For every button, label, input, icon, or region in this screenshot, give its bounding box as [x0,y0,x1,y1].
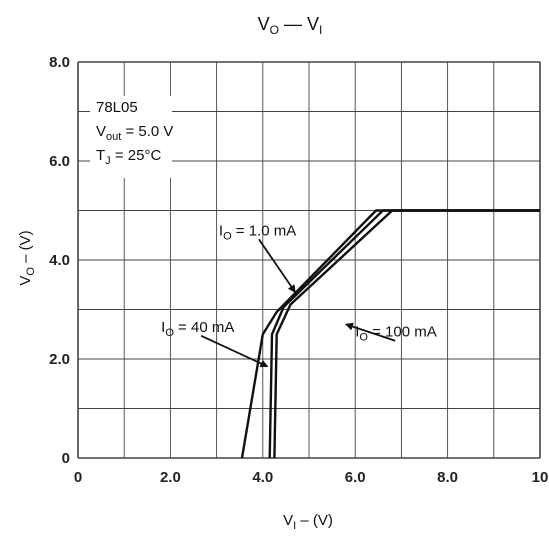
series-layer [240,209,540,459]
conditions-legend: 78L05 Vout = 5.0 V TJ = 25°C [90,96,173,178]
y-axis-label: VO – (V) [17,230,37,285]
tj-label: TJ = 25°C [96,147,161,167]
series-label-1: IO = 100 mA [355,324,437,344]
tick-labels: 0 2.0 4.0 6.0 8.0 10 0 2.0 4.0 6.0 8.0 [49,54,548,486]
annotation-arrow [258,238,296,294]
x-tick-label: 6.0 [345,469,366,486]
x-tick-label: 2.0 [160,469,181,486]
y-tick-label: 8.0 [49,54,70,71]
annotations: IO = 1.0 mA IO = 40 mA IO = 100 mA [161,222,437,368]
x-tick-label: 8.0 [437,469,458,486]
x-tick-label: 0 [74,469,82,486]
x-tick-label: 4.0 [252,469,273,486]
y-tick-label: 4.0 [49,252,70,269]
annotation-arrow [345,322,396,342]
vout-label: Vout = 5.0 V [96,123,173,143]
y-tick-label: 0 [62,450,70,467]
grid [77,61,541,459]
chart-title: VO — VI [258,14,323,37]
series-label-2: IO = 1.0 mA [219,222,296,242]
x-axis-label: VI – (V) [283,512,333,532]
device-label: 78L05 [96,99,138,116]
series-line-2 [273,209,540,459]
series-label-0: IO = 40 mA [161,319,234,339]
x-tick-label: 10 [532,469,549,486]
y-tick-label: 2.0 [49,351,70,368]
y-tick-label: 6.0 [49,153,70,170]
annotation-arrow [200,334,269,368]
